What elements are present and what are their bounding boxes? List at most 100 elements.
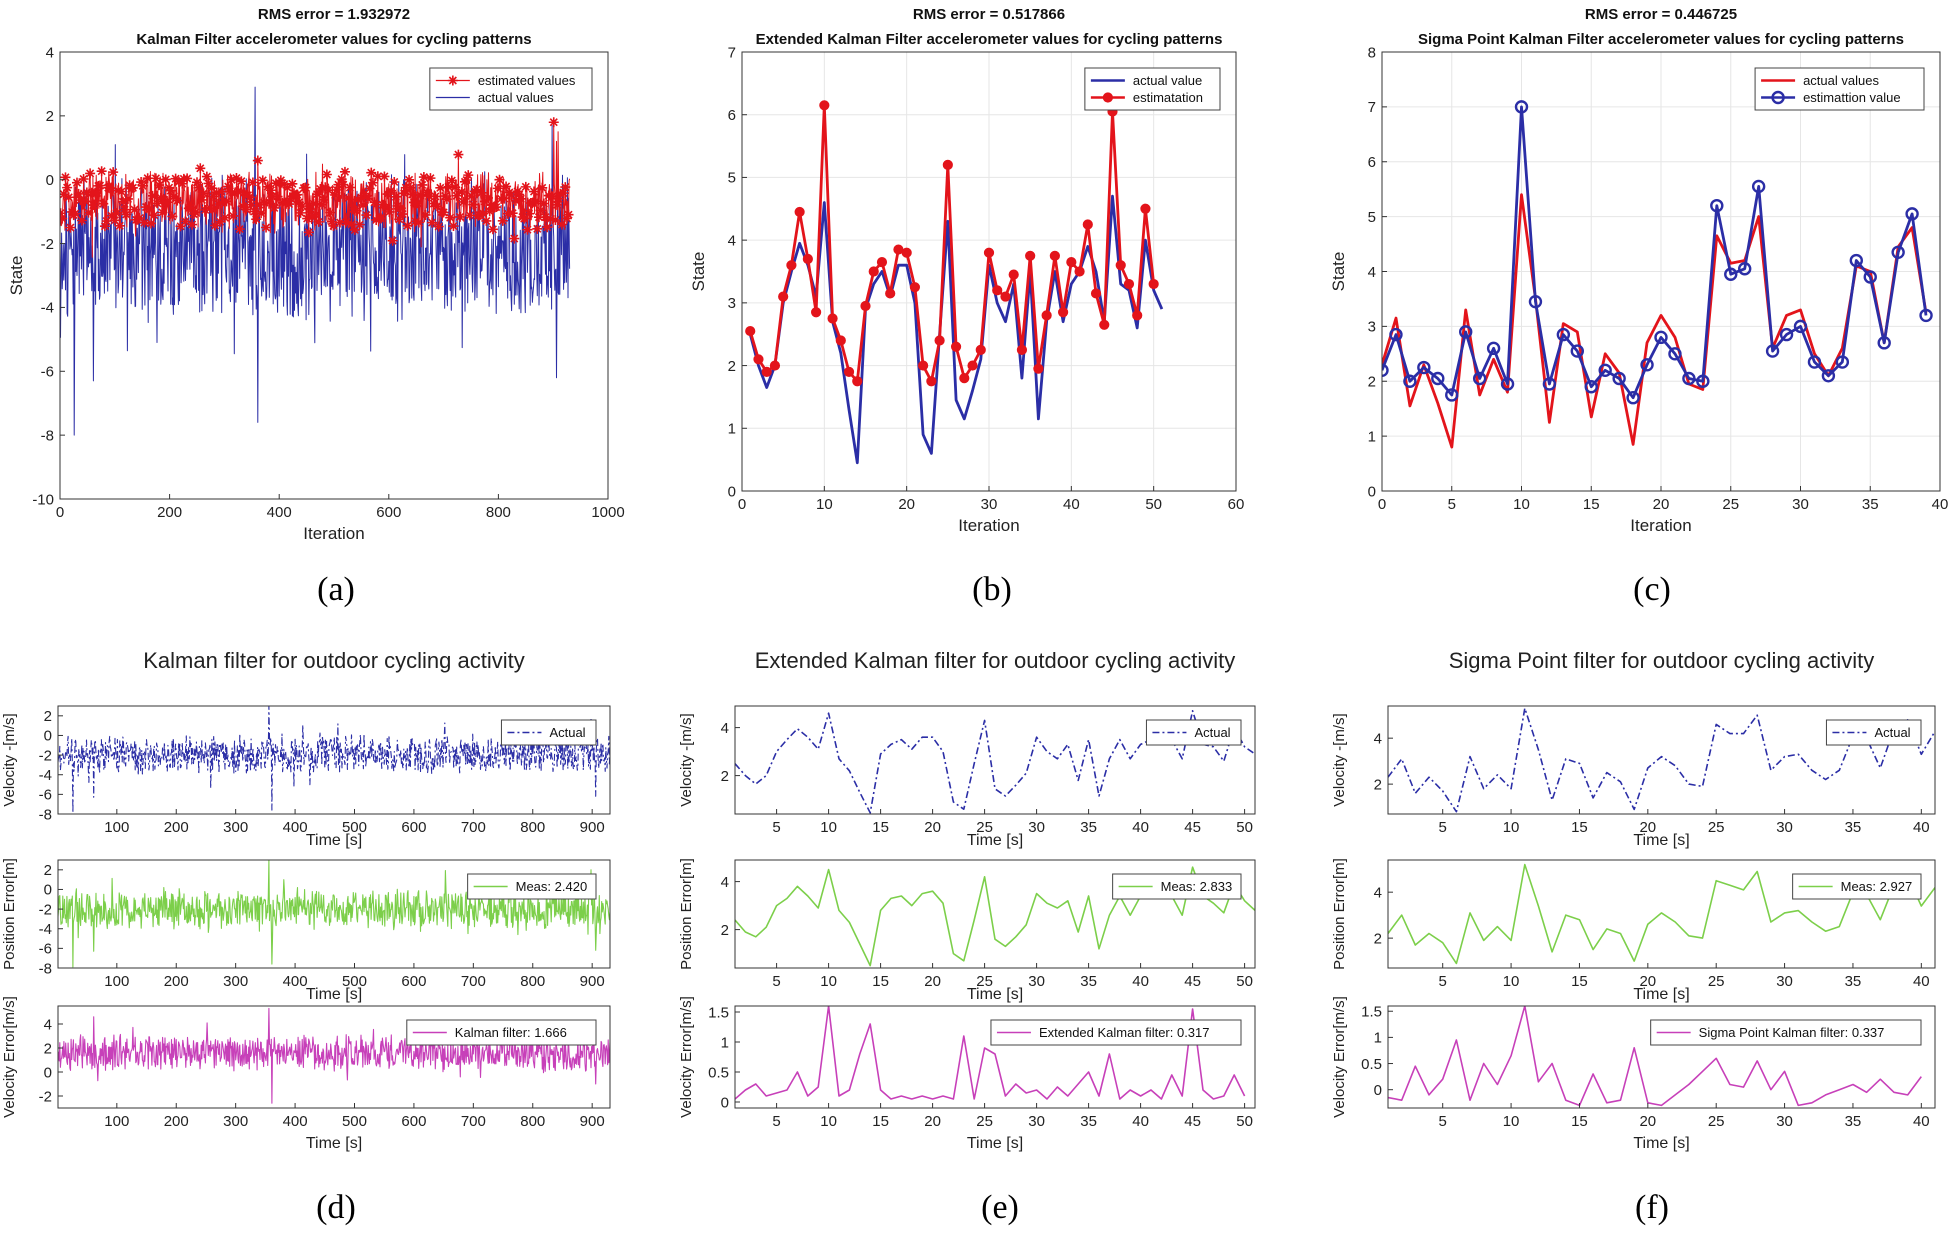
- x-tick-label: 45: [1184, 973, 1201, 990]
- y-tick-label: 2: [44, 708, 52, 725]
- data-point: [203, 178, 214, 189]
- x-axis-label: Time [s]: [967, 986, 1023, 1003]
- y-tick-label: 0: [1374, 1082, 1382, 1099]
- data-point: [257, 175, 268, 186]
- x-tick-label: 600: [401, 973, 426, 990]
- series-line-actual-values: [60, 86, 571, 436]
- y-tick-label: 0: [44, 1064, 52, 1081]
- x-tick-label: 400: [283, 1113, 308, 1130]
- data-point: [284, 199, 295, 210]
- data-point: [1570, 344, 1585, 358]
- legend: actual values estimattion value: [1754, 67, 1925, 111]
- y-tick-label: -4: [39, 767, 52, 784]
- y-tick-label: 0: [44, 728, 52, 745]
- data-point: [509, 233, 520, 244]
- data-point: [80, 196, 91, 207]
- data-point: [520, 181, 531, 192]
- data-point: [1500, 377, 1515, 391]
- y-tick-label: 2: [1374, 930, 1382, 947]
- chart-title: Sigma Point filter for outdoor cycling a…: [1449, 648, 1875, 673]
- data-point: [1099, 319, 1110, 330]
- data-point: [404, 174, 415, 185]
- data-point: [1765, 344, 1780, 358]
- data-point: [344, 182, 355, 193]
- data-point: [535, 205, 546, 216]
- data-point: [326, 216, 337, 227]
- y-tick-label: -6: [39, 787, 52, 804]
- y-axis-label: Position Error[m]: [1331, 858, 1348, 970]
- x-axis-label: Time [s]: [967, 832, 1023, 849]
- data-point: [180, 216, 191, 227]
- data-point: [75, 195, 86, 206]
- data-point: [264, 197, 275, 208]
- data-point: [246, 199, 257, 210]
- series-group: [1388, 707, 1935, 813]
- data-point: [348, 203, 359, 214]
- y-tick-label: 6: [1368, 154, 1376, 171]
- data-point: [137, 180, 148, 191]
- data-point: [819, 100, 830, 111]
- y-tick-label: 2: [1374, 776, 1382, 793]
- data-point: [506, 189, 517, 200]
- legend-label: Extended Kalman filter: 0.317: [1039, 1025, 1210, 1040]
- data-point: [221, 196, 232, 207]
- y-axis-label: Velocity -[m/s]: [1331, 713, 1348, 806]
- data-point: [198, 188, 209, 199]
- data-point: [244, 192, 255, 203]
- data-point: [91, 188, 102, 199]
- data-point: [435, 182, 446, 193]
- data-point: [1919, 308, 1933, 323]
- series-group: [58, 706, 610, 814]
- legend-label: Kalman filter: 1.666: [455, 1025, 567, 1040]
- series-group: [1388, 863, 1935, 965]
- series-line-Meas-2-927: [1388, 863, 1935, 965]
- data-point: [157, 207, 168, 218]
- y-tick-label: -2: [39, 901, 52, 918]
- data-point: [482, 192, 493, 203]
- y-tick-label: 0: [44, 882, 52, 899]
- data-point: [1710, 198, 1724, 213]
- data-point: [786, 260, 797, 271]
- x-tick-label: 50: [1145, 496, 1162, 513]
- data-point: [196, 194, 207, 205]
- x-tick-label: 50: [1236, 973, 1253, 990]
- caption-e: (e): [981, 1189, 1019, 1226]
- data-point: [1598, 363, 1612, 377]
- y-tick-label: 2: [46, 108, 54, 125]
- data-point: [155, 192, 166, 203]
- data-point: [70, 208, 81, 219]
- data-point: [1626, 391, 1640, 405]
- x-tick-label: 40: [1132, 973, 1149, 990]
- data-point: [1000, 291, 1011, 302]
- data-point: [1090, 288, 1102, 299]
- data-point: [515, 193, 526, 204]
- data-point: [487, 224, 498, 235]
- data-point: [959, 373, 970, 384]
- data-point: [60, 189, 69, 200]
- subplot-2: 100 200 300 400 500 600 700 800 900 -2 0 2 4 Time [s]…: [1, 996, 611, 1152]
- data-point: [519, 213, 530, 224]
- data-point: [529, 186, 540, 197]
- data-point: [195, 163, 206, 174]
- data-point: [1835, 355, 1850, 369]
- data-point: [65, 222, 76, 233]
- data-point: [1612, 371, 1626, 386]
- legend: Meas: 2.420: [467, 873, 597, 900]
- subplot-1: 5 10 15 20 25 30 35 40 45 50 2 4 Time [s] Position Er…: [678, 858, 1256, 1003]
- legend: Meas: 2.927: [1792, 873, 1922, 900]
- data-point: [497, 215, 508, 226]
- caption-d: (d): [316, 1189, 356, 1226]
- y-axis-label: Velocity Error[m/s]: [1, 996, 18, 1118]
- x-tick-label: 20: [924, 819, 941, 836]
- data-point: [1751, 179, 1766, 194]
- data-point: [330, 189, 341, 200]
- series-line-estimattion-value: [1382, 105, 1928, 400]
- series-line-Sigma-Point-Kalman-filter-0-337: [1388, 1006, 1922, 1107]
- data-point: [468, 199, 479, 210]
- data-point: [1877, 336, 1891, 350]
- data-point: [1640, 358, 1654, 372]
- data-point: [415, 190, 426, 201]
- y-tick-label: 1: [721, 1034, 729, 1051]
- x-tick-label: 5: [1448, 496, 1456, 513]
- data-point: [420, 209, 431, 220]
